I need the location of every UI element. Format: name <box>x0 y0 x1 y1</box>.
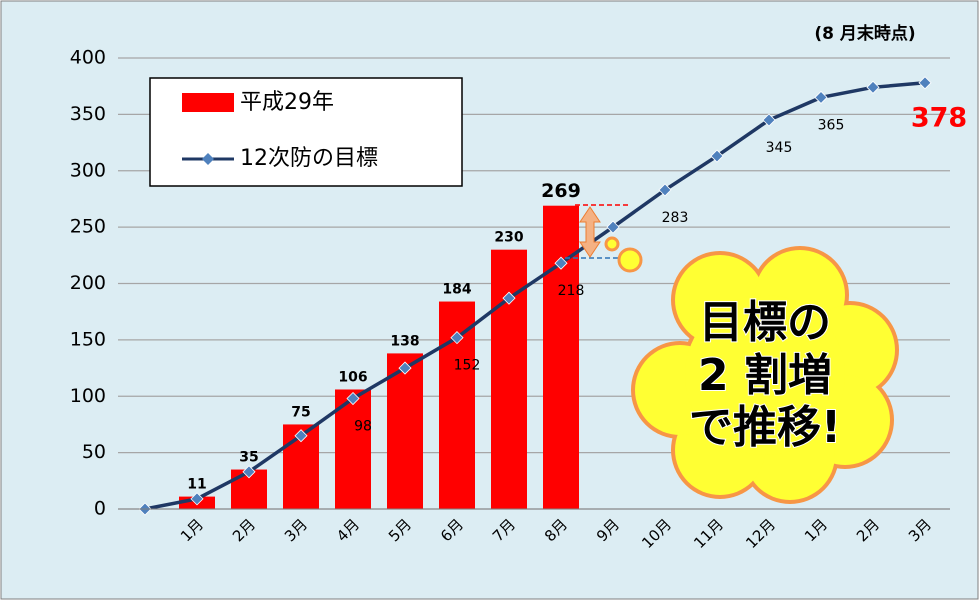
legend: 平成29年 12次防の目標 <box>150 78 462 186</box>
bar-label: 138 <box>390 333 419 349</box>
legend-label: 平成29年 <box>240 90 334 115</box>
bar-label: 11 <box>187 477 206 493</box>
bar-label: 184 <box>442 282 471 298</box>
bar-label: 106 <box>338 369 367 385</box>
y-tick-label: 250 <box>70 216 106 238</box>
callout-text: で推移! <box>689 402 841 453</box>
bar-label: 269 <box>541 180 581 202</box>
line-label: 345 <box>766 140 793 156</box>
y-tick-label: 350 <box>70 103 106 125</box>
y-tick-label: 150 <box>70 328 106 350</box>
chart: (8 月末時点) 0501001502002503003504001月2月3月4… <box>0 0 979 600</box>
annotation: (8 月末時点) <box>814 23 915 44</box>
bar-label: 75 <box>291 404 310 420</box>
line-label: 283 <box>662 210 689 226</box>
legend-swatch <box>182 93 234 112</box>
y-tick-label: 100 <box>70 385 106 407</box>
callout-text: 2 割増 <box>698 350 832 401</box>
bar-label: 35 <box>239 450 258 466</box>
callout-text: 目標の <box>699 297 831 348</box>
legend-label: 12次防の目標 <box>240 146 378 171</box>
y-tick-label: 50 <box>82 441 106 463</box>
line-label: 98 <box>354 419 372 435</box>
line-label: 218 <box>558 283 585 299</box>
bar <box>543 206 579 509</box>
line-label: 378 <box>911 102 967 133</box>
y-tick-label: 0 <box>94 498 106 520</box>
bar-label: 230 <box>494 230 523 246</box>
y-tick-label: 200 <box>70 272 106 294</box>
y-tick-label: 400 <box>70 47 106 69</box>
line-label: 152 <box>454 358 481 374</box>
line-label: 365 <box>818 117 845 133</box>
y-tick-label: 300 <box>70 159 106 181</box>
